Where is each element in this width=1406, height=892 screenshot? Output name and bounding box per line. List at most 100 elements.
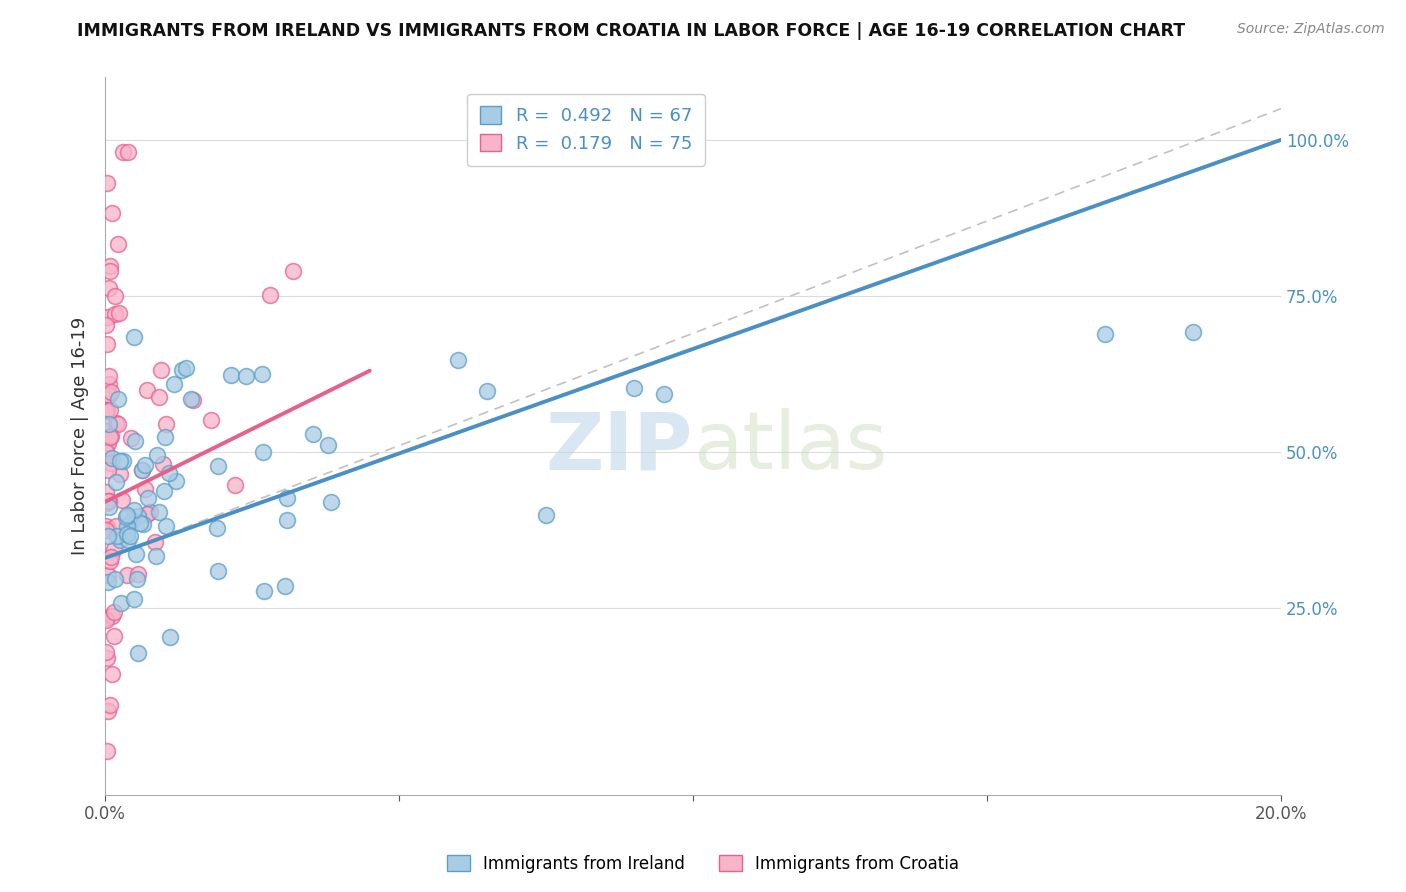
Point xyxy=(98,369,121,384)
Point xyxy=(302,427,325,442)
Point xyxy=(111,493,134,508)
Point xyxy=(163,377,186,392)
Point xyxy=(94,496,117,510)
Point xyxy=(534,508,557,522)
Point xyxy=(623,381,645,395)
Point xyxy=(157,467,180,481)
Point xyxy=(131,463,153,477)
Point xyxy=(107,392,129,406)
Point xyxy=(153,429,176,443)
Point xyxy=(138,491,160,505)
Point xyxy=(170,363,193,377)
Point xyxy=(174,360,197,375)
Point xyxy=(104,475,127,489)
Point xyxy=(98,698,121,712)
Point xyxy=(115,518,138,533)
Point xyxy=(101,667,124,681)
Point xyxy=(97,493,120,508)
Point xyxy=(652,387,675,401)
Point xyxy=(120,431,142,445)
Point xyxy=(153,483,176,498)
Point xyxy=(115,568,138,582)
Point xyxy=(101,609,124,624)
Point xyxy=(100,550,122,565)
Point xyxy=(104,289,127,303)
Point xyxy=(107,417,129,431)
Point xyxy=(319,495,342,509)
Point xyxy=(94,613,117,627)
Point xyxy=(276,513,298,527)
Point xyxy=(447,352,470,367)
Point xyxy=(105,416,128,430)
Point xyxy=(1094,327,1116,342)
Point xyxy=(127,647,149,661)
Point xyxy=(100,403,122,417)
Point xyxy=(205,520,228,534)
Point xyxy=(94,524,117,538)
Point xyxy=(94,518,117,533)
Point xyxy=(96,336,118,351)
Point xyxy=(150,363,173,377)
Point xyxy=(103,629,125,643)
Point xyxy=(110,454,132,468)
Point xyxy=(134,458,156,473)
Point xyxy=(96,177,118,191)
Legend: R =  0.492   N = 67, R =  0.179   N = 75: R = 0.492 N = 67, R = 0.179 N = 75 xyxy=(467,94,704,166)
Point xyxy=(276,491,298,506)
Point xyxy=(145,549,167,563)
Point xyxy=(121,513,143,527)
Point xyxy=(122,330,145,344)
Point xyxy=(101,205,124,219)
Point xyxy=(94,645,117,659)
Point xyxy=(97,529,120,543)
Point xyxy=(316,438,339,452)
Point xyxy=(108,306,131,320)
Point xyxy=(98,388,121,402)
Point xyxy=(253,584,276,599)
Point xyxy=(125,572,148,586)
Point xyxy=(207,459,229,474)
Point xyxy=(96,611,118,625)
Point xyxy=(146,448,169,462)
Point xyxy=(159,630,181,644)
Point xyxy=(127,508,149,523)
Point xyxy=(115,508,138,522)
Point xyxy=(207,564,229,578)
Point xyxy=(252,445,274,459)
Point xyxy=(250,367,273,381)
Point xyxy=(110,596,132,610)
Point xyxy=(97,522,120,536)
Point xyxy=(98,494,121,508)
Point xyxy=(122,503,145,517)
Point xyxy=(100,457,122,471)
Text: atlas: atlas xyxy=(693,408,887,486)
Point xyxy=(120,529,142,543)
Point xyxy=(129,516,152,530)
Point xyxy=(114,509,136,524)
Y-axis label: In Labor Force | Age 16-19: In Labor Force | Age 16-19 xyxy=(72,318,89,556)
Point xyxy=(96,424,118,438)
Point xyxy=(139,505,162,519)
Point xyxy=(183,393,205,408)
Point xyxy=(111,454,134,468)
Point xyxy=(96,744,118,758)
Point xyxy=(97,568,120,582)
Point xyxy=(94,404,117,418)
Point xyxy=(111,145,134,160)
Point xyxy=(97,500,120,514)
Point xyxy=(273,579,295,593)
Legend: Immigrants from Ireland, Immigrants from Croatia: Immigrants from Ireland, Immigrants from… xyxy=(440,848,966,880)
Point xyxy=(477,384,499,398)
Point xyxy=(94,318,117,332)
Point xyxy=(94,445,117,459)
Point xyxy=(97,417,120,431)
Point xyxy=(97,281,120,295)
Point xyxy=(155,519,177,533)
Point xyxy=(105,529,128,543)
Point xyxy=(100,429,122,443)
Point xyxy=(219,368,242,382)
Point xyxy=(98,259,121,273)
Point xyxy=(98,554,121,568)
Point xyxy=(108,467,131,481)
Point xyxy=(127,566,149,581)
